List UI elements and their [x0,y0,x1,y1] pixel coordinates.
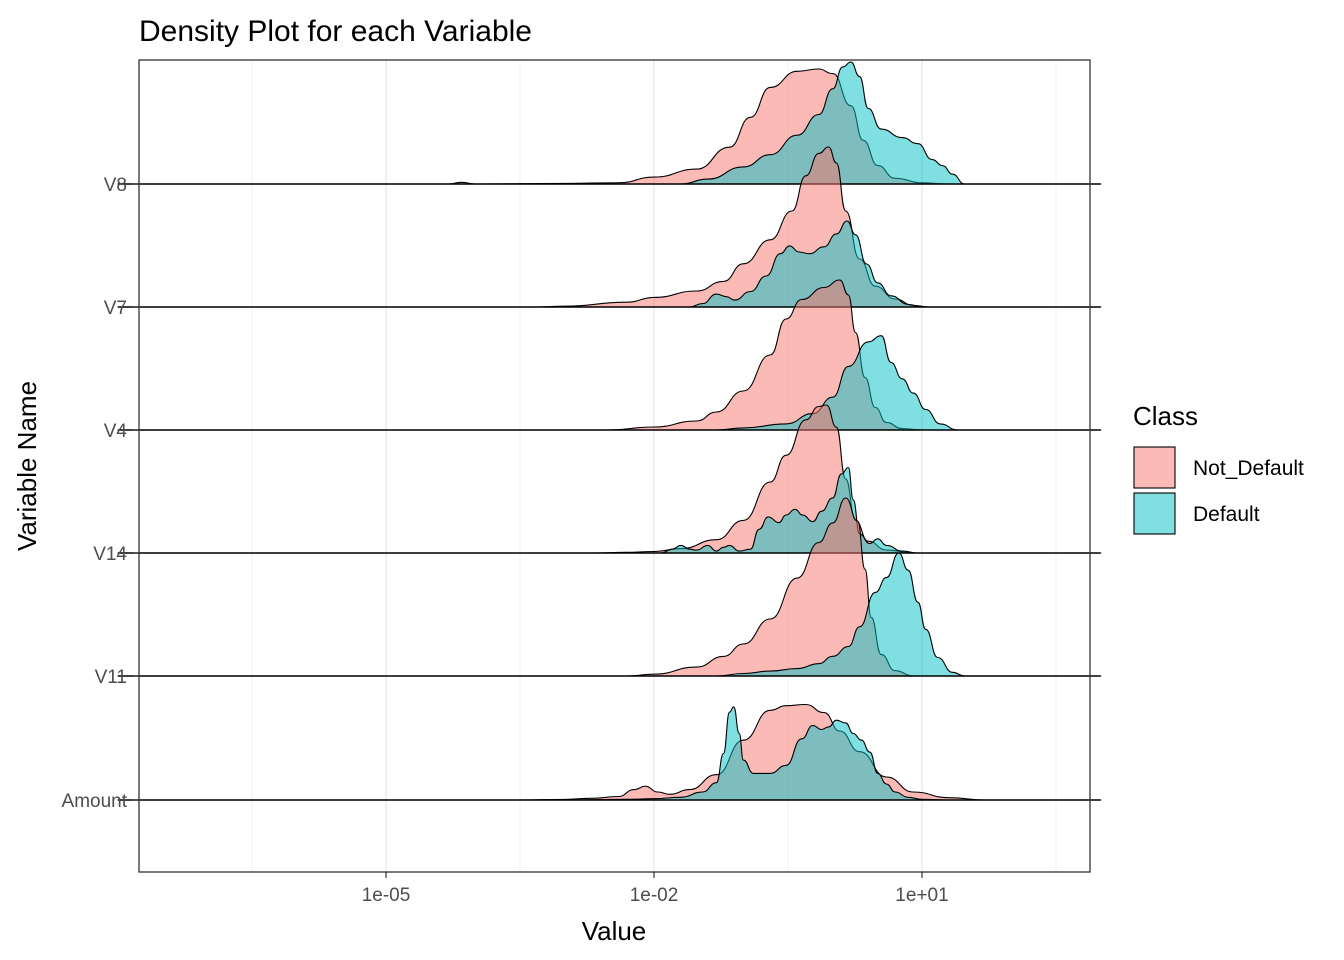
y-tick-label: V11 [95,667,127,688]
y-tick-label: V4 [104,421,128,442]
legend-key-not-default [1133,446,1176,489]
ridge-amount [117,703,1102,801]
y-tick-label: V8 [104,175,127,196]
y-axis-title: Variable Name [12,381,42,551]
x-tick-label: 1e-02 [630,885,679,906]
y-tick-label: V14 [93,544,127,565]
x-axis-title: Value [582,916,647,946]
legend-label: Default [1193,503,1260,526]
legend-title: Class [1133,401,1198,431]
ridge-v11 [117,497,1102,677]
panel-border [138,59,1091,873]
ridge-v8 [117,61,1102,185]
density-default-amount [117,706,1102,801]
y-tick-label: V7 [104,298,127,319]
density-default-v11 [117,552,1102,677]
x-axis: 1e-05 1e-02 1e+01 [362,872,949,906]
density-default-v8 [117,61,1102,185]
density-default-v7 [117,220,1102,308]
legend-label: Not_Default [1193,457,1304,480]
ridge-v7 [117,146,1102,308]
density-ridges [117,61,1102,801]
y-axis: Amount V11 V14 V4 V7 V8 [62,175,139,812]
chart-title: Density Plot for each Variable [139,15,532,48]
ridge-v4 [117,279,1102,431]
y-tick-label: Amount [62,791,128,812]
legend: Class Not_Default Default [1133,401,1304,535]
legend-key-default [1133,492,1176,535]
plot-panel [117,59,1102,873]
x-tick-label: 1e+01 [895,885,948,906]
legend-items: Not_Default Default [1133,446,1304,535]
x-tick-label: 1e-05 [362,885,411,906]
